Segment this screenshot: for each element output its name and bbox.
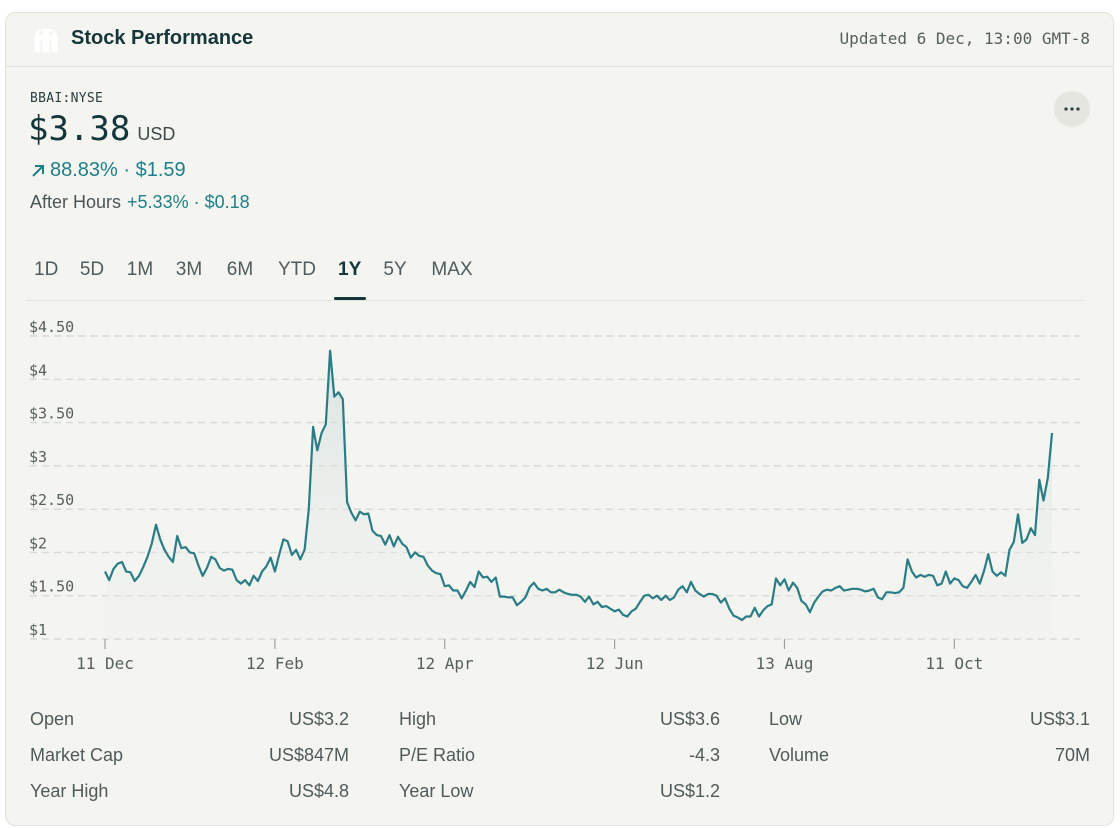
y-tick-label: $4: [29, 361, 47, 379]
tab-5y[interactable]: 5Y: [383, 259, 407, 280]
price-area-fill: [105, 350, 1052, 639]
y-tick-label: $1.50: [29, 578, 74, 596]
arrow-up-right-icon: [32, 164, 44, 177]
stat-value-year-low: US$1.2: [659, 781, 720, 801]
x-tick-label: 12 Apr: [416, 654, 474, 673]
active-tab-indicator: [334, 297, 366, 300]
stat-value-open: US$3.2: [288, 709, 349, 729]
after-hours-change: +5.33% · $0.18: [127, 192, 250, 212]
y-tick-label: $2.50: [29, 491, 74, 509]
stat-label-volume: Volume: [769, 745, 830, 765]
stat-label-low: Low: [769, 709, 803, 729]
stat-label-pe-ratio: P/E Ratio: [399, 745, 476, 765]
card-title: Stock Performance: [71, 27, 254, 49]
x-tick-label: 13 Aug: [756, 654, 814, 673]
stat-label-high: High: [399, 709, 437, 729]
stock-performance-card: Stock Performance Updated 6 Dec, 13:00 G…: [5, 12, 1114, 826]
y-tick-label: $1: [29, 621, 47, 639]
tab-1m[interactable]: 1M: [126, 259, 154, 280]
ticker-symbol: BBAI:NYSE: [30, 91, 104, 106]
after-hours-label: After Hours: [30, 192, 122, 212]
stat-value-low: US$3.1: [1029, 709, 1090, 729]
stat-value-high: US$3.6: [659, 709, 720, 729]
stat-value-volume: 70M: [1054, 745, 1090, 765]
x-tick-label: 11 Oct: [925, 654, 983, 673]
tab-1d[interactable]: 1D: [34, 259, 59, 280]
tab-max[interactable]: MAX: [431, 259, 473, 280]
stat-value-pe-ratio: -4.3: [688, 745, 720, 765]
price-change-value: 88.83% · $1.59: [50, 159, 186, 181]
stat-value-market-cap: US$847M: [268, 745, 349, 765]
x-tick-label: 12 Jun: [586, 654, 644, 673]
tab-6m[interactable]: 6M: [226, 259, 254, 280]
tabs-divider: [26, 300, 1085, 301]
stat-label-year-high: Year High: [30, 781, 109, 801]
tab-1y[interactable]: 1Y: [338, 259, 362, 280]
y-tick-label: $3: [29, 448, 47, 466]
more-options-button[interactable]: [1054, 91, 1090, 127]
app-logo-icon: [34, 28, 58, 53]
tab-5d[interactable]: 5D: [79, 259, 105, 280]
current-price: $3.38: [28, 109, 131, 149]
after-hours: After Hours +5.33% · $0.18: [30, 192, 250, 213]
range-tabs: 1D 5D 1M 3M 6M YTD 1Y 5Y MAX: [6, 253, 1113, 301]
price-line: [104, 349, 1054, 622]
updated-timestamp: Updated 6 Dec, 13:00 GMT-8: [839, 29, 1090, 48]
tab-ytd[interactable]: YTD: [278, 259, 316, 280]
ellipsis-icon: [1064, 107, 1080, 111]
x-tick-label: 11 Dec: [76, 654, 134, 673]
tab-3m[interactable]: 3M: [175, 259, 203, 280]
stat-label-open: Open: [30, 709, 75, 729]
y-tick-label: $2: [29, 534, 47, 552]
price-row: $3.38 USD: [28, 109, 175, 149]
x-tick-label: 12 Feb: [246, 654, 304, 673]
stat-value-year-high: US$4.8: [288, 781, 349, 801]
y-tick-label: $4.50: [29, 318, 74, 336]
currency-label: USD: [137, 124, 176, 144]
price-chart[interactable]: $4.50 $4 $3.50 $3 $2.50 $2 $1.50 $1 11 Dec 12 Fe…: [6, 313, 1114, 693]
stat-label-market-cap: Market Cap: [30, 745, 124, 765]
y-tick-label: $3.50: [29, 405, 74, 423]
price-change: 88.83% · $1.59: [30, 159, 186, 182]
card-header: Stock Performance Updated 6 Dec, 13:00 G…: [6, 13, 1113, 67]
stat-label-year-low: Year Low: [399, 781, 474, 801]
